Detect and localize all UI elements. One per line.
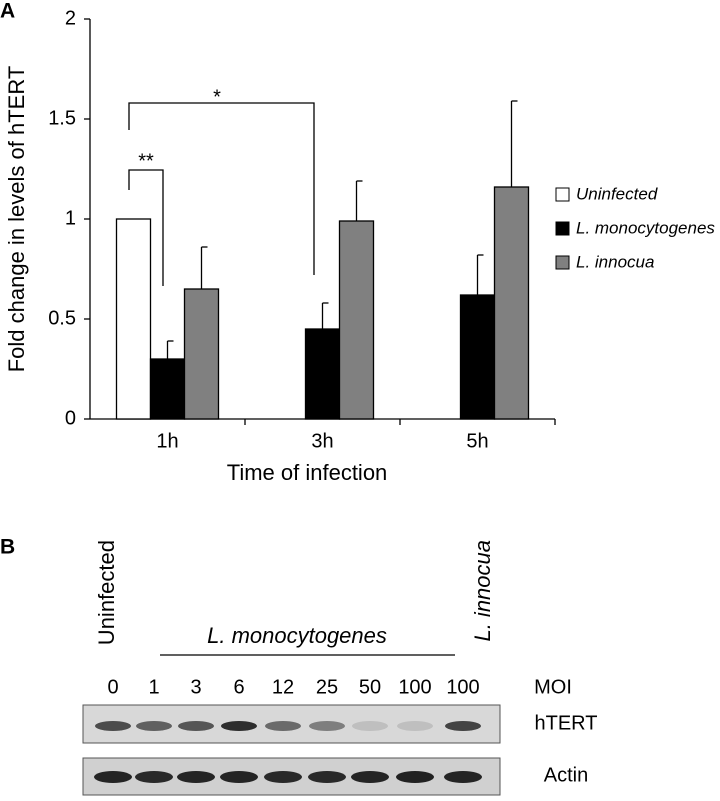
bar (149, 358, 186, 420)
moi-value: 12 (272, 676, 294, 698)
annotation: * (213, 86, 221, 108)
band (309, 721, 345, 731)
legend-swatch (555, 255, 570, 270)
x-tick-label: 1h (156, 430, 178, 452)
bar (304, 328, 341, 420)
band (95, 721, 131, 731)
legend-label: Uninfected (576, 184, 658, 203)
annotation: ** (138, 150, 154, 172)
band (177, 771, 215, 783)
panel-label: A (0, 0, 15, 23)
bar (115, 218, 152, 420)
moi-value: 3 (190, 676, 201, 698)
y-tick-label: 0 (65, 407, 76, 429)
band (220, 771, 258, 783)
x-axis-label: Time of infection (227, 460, 388, 485)
y-tick-label: 0.5 (48, 307, 76, 329)
band (136, 721, 172, 731)
panel-label: B (0, 536, 15, 559)
bracket (128, 169, 164, 286)
bar (183, 288, 220, 420)
lane-label: Uninfected (94, 540, 119, 645)
legend-label: L. monocytogenes (576, 218, 715, 237)
band (94, 771, 132, 783)
y-tick-label: 1 (65, 207, 76, 229)
band (265, 721, 301, 731)
y-axis-label: Fold change in levels of hTERT (4, 66, 29, 373)
x-tick-label: 5h (466, 430, 488, 452)
moi-value: 6 (233, 676, 244, 698)
band (308, 771, 346, 783)
bar (493, 186, 530, 420)
band (444, 771, 482, 783)
moi-value: 100 (446, 676, 479, 698)
band (135, 771, 173, 783)
lane-label: L. innocua (470, 540, 495, 642)
bar (338, 220, 375, 420)
moi-value: 50 (359, 676, 381, 698)
moi-value: 25 (316, 676, 338, 698)
moi-label: MOI (534, 676, 572, 698)
legend-swatch (555, 221, 570, 236)
band (352, 721, 388, 731)
band (396, 771, 434, 783)
band (221, 721, 257, 731)
band (178, 721, 214, 731)
bracket (128, 102, 315, 275)
group-label: L. monocytogenes (207, 623, 387, 648)
moi-value: 0 (107, 676, 118, 698)
band (397, 721, 433, 731)
y-tick-label: 2 (65, 7, 76, 29)
moi-value: 1 (148, 676, 159, 698)
x-tick-label: 3h (311, 430, 333, 452)
legend-label: L. innocua (576, 252, 654, 271)
y-tick-label: 1.5 (48, 107, 76, 129)
band (445, 721, 481, 731)
legend-swatch (555, 187, 570, 202)
row-label: Actin (544, 764, 588, 786)
row-label: hTERT (535, 712, 598, 734)
significance-brackets (128, 102, 315, 286)
moi-value: 100 (398, 676, 431, 698)
band (351, 771, 389, 783)
band (264, 771, 302, 783)
bar (459, 294, 496, 420)
